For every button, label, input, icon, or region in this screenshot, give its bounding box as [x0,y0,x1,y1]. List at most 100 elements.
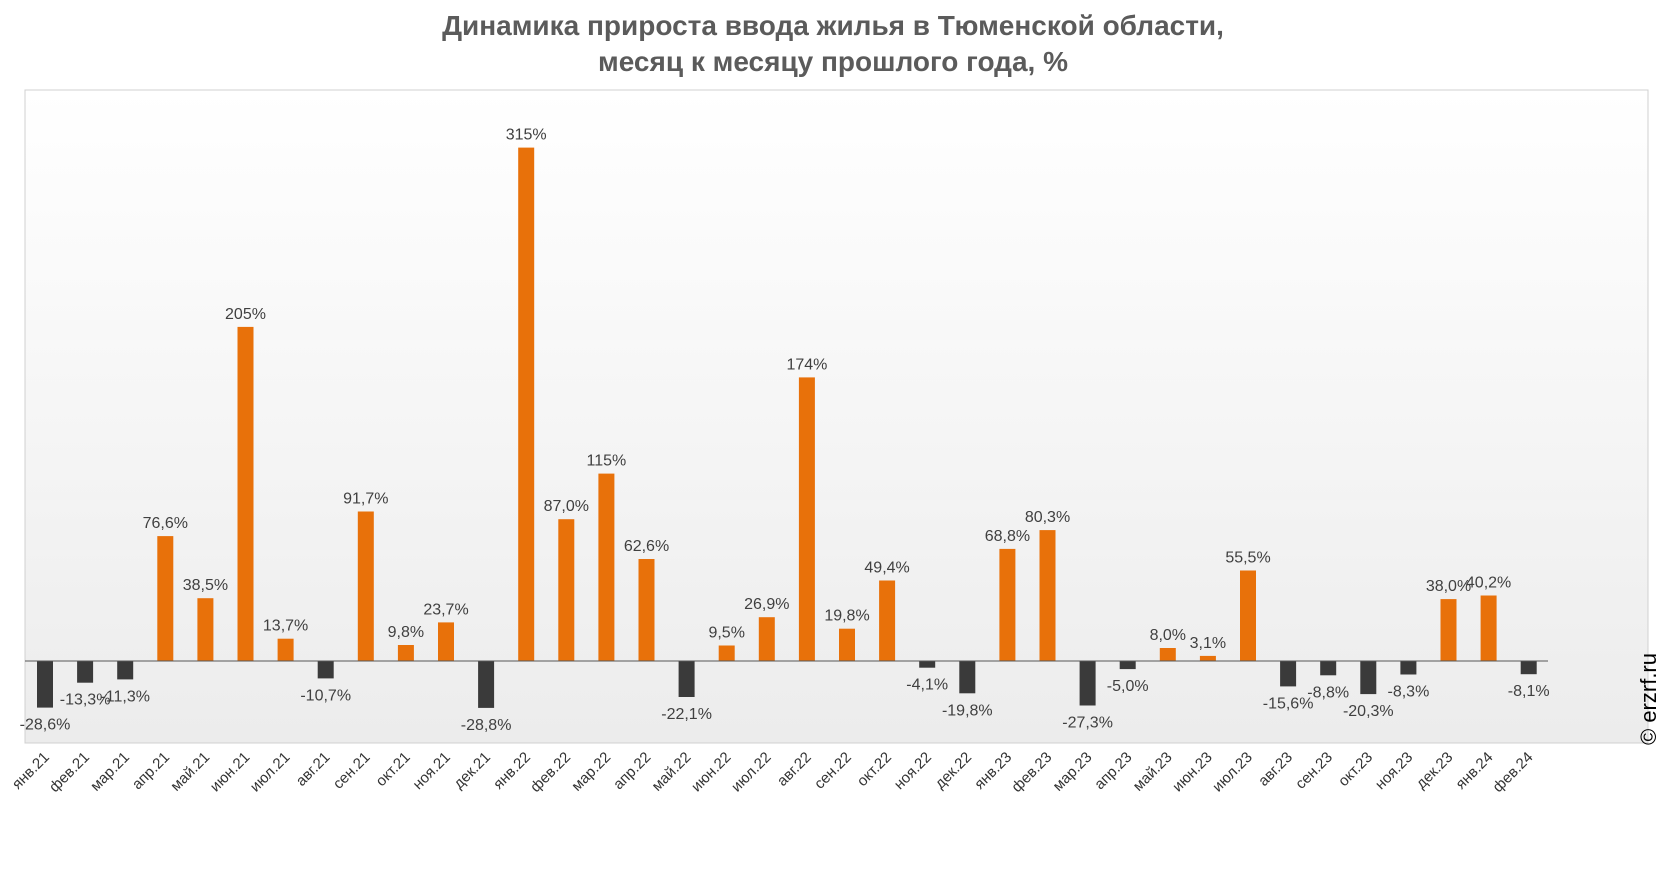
category-label-9: окт.21 [373,749,414,790]
category-label-0: янв.21 [9,749,53,793]
category-label-18: июл.22 [728,749,775,796]
category-label-14: мар.22 [568,749,614,795]
category-label-26: мар.23 [1050,749,1096,795]
bar-12 [518,147,535,662]
bar-0 [37,661,53,708]
bar-4 [197,598,214,661]
value-label-22: -4,1% [906,677,948,694]
category-label-34: ноя.23 [1372,749,1416,793]
bar-18 [758,617,775,661]
value-label-14: 115% [587,453,627,470]
category-label-10: ноя.21 [410,749,454,793]
bar-11 [478,661,495,708]
value-label-5: 205% [225,306,266,323]
value-label-30: 55,5% [1225,550,1270,567]
chart-title: Динамика прироста ввода жилья в Тюменско… [0,8,1666,80]
category-label-3: апр.21 [129,749,173,793]
chart-title-line-1: Динамика прироста ввода жилья в Тюменско… [442,10,1224,41]
bar-25 [1039,530,1056,661]
bar-8 [357,511,374,661]
value-label-29: 3,1% [1190,635,1226,652]
bar-16 [678,661,695,697]
bar-15 [638,559,655,661]
category-labels-group: янв.21фев.21мар.21апр.21май.21июн.21июл.… [9,749,1537,796]
bar-1 [77,661,94,683]
bar-2 [117,661,134,680]
category-label-31: авг.23 [1255,749,1296,790]
category-label-36: янв.24 [1452,749,1496,793]
category-label-29: июн.23 [1169,749,1216,796]
value-label-12: 315% [506,127,547,144]
category-label-6: июл.21 [247,749,294,796]
bar-13 [558,519,575,661]
category-label-35: дек.23 [1413,749,1456,792]
value-labels-group: -28,6% -13,3%-11,3% 76,6% 38,5% 205% 13,7% -10… [20,127,1550,734]
chart-title-line-2: месяц к месяцу прошлого года, % [598,46,1068,77]
bar-31 [1280,661,1297,687]
copyright-text: © erzrf.ru [1636,653,1661,745]
value-label-9: 9,8% [388,624,424,641]
value-label-11: -28,8% [461,717,512,734]
category-label-4: май.21 [167,749,213,795]
category-label-17: июн.22 [688,749,735,796]
category-label-15: апр.22 [610,749,654,793]
bar-7 [317,661,334,679]
bar-5 [237,326,254,661]
bar-35 [1440,599,1457,661]
bar-14 [598,473,615,661]
bar-23 [959,661,976,694]
value-label-2: -11,3% [100,688,150,705]
category-label-7: авг.21 [293,749,334,790]
value-label-34: -8,3% [1388,684,1430,701]
category-label-22: ноя.22 [891,749,935,793]
value-label-32: -8,8% [1307,684,1349,701]
value-label-19: 174% [786,356,827,373]
value-label-16: -22,1% [661,706,712,723]
bar-24 [999,548,1016,661]
category-label-16: май.22 [649,749,695,795]
value-label-17: 9,5% [708,625,744,642]
bar-6 [277,638,294,661]
value-label-8: 91,7% [343,491,388,508]
category-label-33: окт.23 [1335,749,1376,790]
value-label-7: -10,7% [300,687,351,704]
category-label-19: авг.22 [774,749,815,790]
bar-32 [1320,661,1337,676]
category-label-12: янв.22 [490,749,534,793]
bar-29 [1199,655,1216,661]
category-label-25: фев.23 [1008,749,1055,796]
value-label-27: -5,0% [1107,678,1149,695]
bar-34 [1400,661,1417,675]
value-label-28: 8,0% [1150,627,1186,644]
value-label-23: -19,8% [942,702,993,719]
bar-3 [157,536,174,661]
value-label-24: 68,8% [985,528,1030,545]
bar-10 [438,622,454,661]
bar-17 [718,645,735,661]
bar-36 [1480,595,1497,661]
category-label-23: дек.22 [932,749,975,792]
bar-21 [879,580,896,661]
category-label-30: июл.23 [1209,749,1256,796]
plot-area [24,89,1649,744]
category-label-28: май.23 [1130,749,1176,795]
category-label-2: мар.21 [87,749,133,795]
bar-19 [798,377,815,661]
bars-group [37,147,1537,708]
bar-26 [1079,661,1096,706]
bar-33 [1360,661,1377,695]
value-label-35: 38,0% [1426,578,1471,595]
bar-9 [397,645,414,661]
value-label-13: 87,0% [544,498,589,515]
category-label-32: сен.23 [1292,749,1336,793]
value-label-20: 19,8% [824,608,869,625]
bar-20 [839,628,855,661]
bar-37 [1520,661,1537,675]
category-label-5: июн.21 [207,749,254,796]
category-label-13: фев.22 [527,749,574,796]
value-label-21: 49,4% [864,560,909,577]
category-label-21: окт.22 [854,749,895,790]
value-label-18: 26,9% [744,596,789,613]
bar-28 [1159,648,1176,661]
